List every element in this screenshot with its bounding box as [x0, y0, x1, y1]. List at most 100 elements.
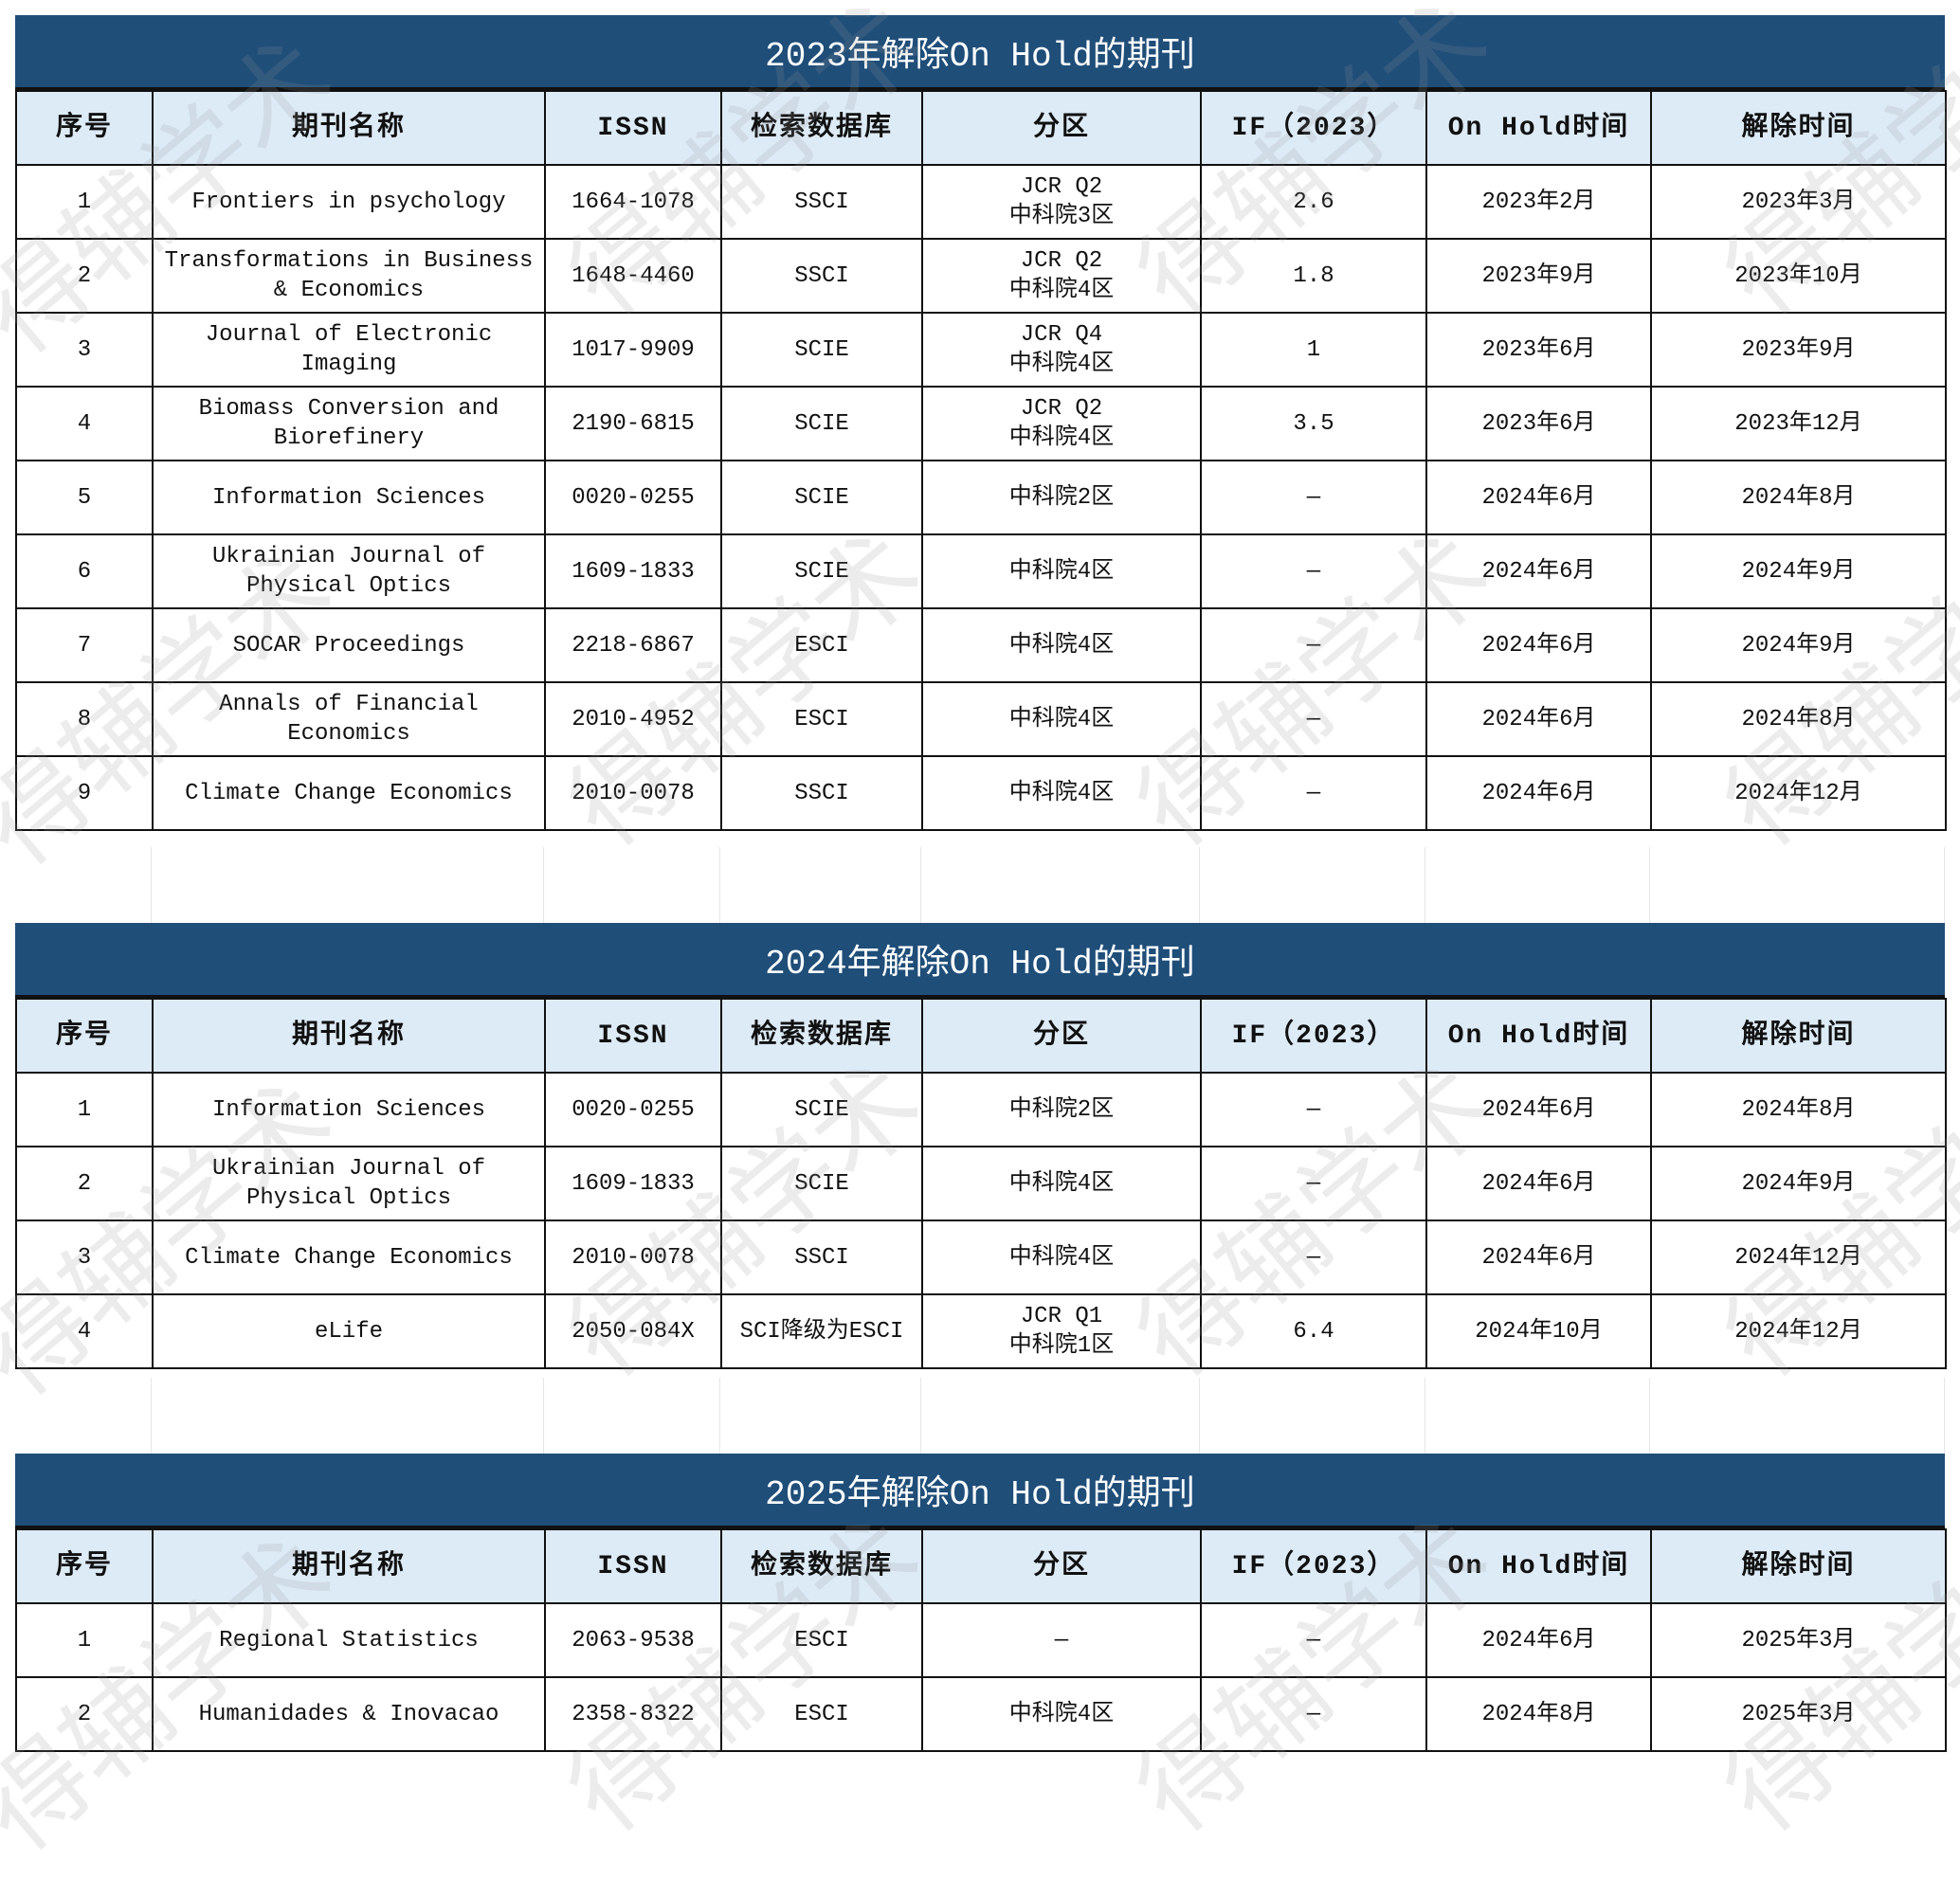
table-row: 9 Climate Change Economics 2010-0078 SSCI 中科…: [15, 755, 1947, 831]
cell-zone: 中科院4区: [921, 681, 1202, 757]
header-row: 序号 期刊名称 ISSN 检索数据库 分区 IF（2023） On Hold时间 解除时间: [15, 998, 1947, 1074]
cell-issn: 1664-1078: [544, 164, 722, 240]
cell-zone: 中科院4区: [921, 607, 1202, 683]
cell-on-hold-time: 2023年6月: [1425, 386, 1652, 461]
cell-impact-factor: —: [1200, 1676, 1427, 1752]
cell-issn: 1017-9909: [544, 312, 722, 388]
cell-seq: 1: [15, 1072, 154, 1147]
cell-journal-name: Climate Change Economics: [152, 755, 546, 831]
cell-journal-name: Ukrainian Journal of Physical Optics: [152, 1146, 546, 1221]
cell-seq: 8: [15, 681, 154, 757]
cell-release-time: 2025年3月: [1650, 1676, 1947, 1752]
cell-release-time: 2024年12月: [1650, 755, 1947, 831]
cell-seq: 7: [15, 607, 154, 683]
column-header-journal-name: 期刊名称: [152, 1528, 546, 1604]
cell-impact-factor: —: [1200, 607, 1427, 683]
cell-zone: 中科院2区: [921, 1072, 1202, 1147]
column-header-release-time: 解除时间: [1650, 998, 1947, 1074]
cell-issn: 2063-9538: [544, 1602, 722, 1678]
cell-on-hold-time: 2024年6月: [1425, 1602, 1652, 1678]
table-row: 2 Transformations in Business & Economics…: [15, 238, 1947, 314]
cell-impact-factor: —: [1200, 1220, 1427, 1295]
cell-zone: 中科院4区: [921, 1676, 1202, 1752]
cell-release-time: 2024年9月: [1650, 1146, 1947, 1221]
journal-table-section: 2024年解除On Hold的期刊 序号 期刊名称 ISSN 检索数据库 分区 IF（202…: [15, 923, 1947, 1369]
header-row: 序号 期刊名称 ISSN 检索数据库 分区 IF（2023） On Hold时间 解除时间: [15, 1528, 1947, 1604]
cell-journal-name: Journal of Electronic Imaging: [152, 312, 546, 388]
cell-impact-factor: —: [1200, 681, 1427, 757]
cell-issn: 2050-084X: [544, 1293, 722, 1369]
column-header-on-hold-time: On Hold时间: [1425, 998, 1652, 1074]
cell-on-hold-time: 2024年6月: [1425, 755, 1652, 831]
cell-on-hold-time: 2024年6月: [1425, 1146, 1652, 1221]
cell-on-hold-time: 2023年9月: [1425, 238, 1652, 314]
cell-on-hold-time: 2024年10月: [1425, 1293, 1652, 1369]
column-header-seq: 序号: [15, 90, 154, 166]
cell-issn: 0020-0255: [544, 460, 722, 535]
cell-release-time: 2024年9月: [1650, 533, 1947, 609]
cell-database: SSCI: [720, 755, 923, 831]
cell-seq: 9: [15, 755, 154, 831]
cell-zone: JCR Q1 中科院1区: [921, 1293, 1202, 1369]
column-header-database: 检索数据库: [720, 1528, 923, 1604]
cell-database: ESCI: [720, 1676, 923, 1752]
cell-seq: 3: [15, 1220, 154, 1295]
column-header-on-hold-time: On Hold时间: [1425, 90, 1652, 166]
table-row: 1 Regional Statistics 2063-9538 ESCI — —2024年…: [15, 1602, 1947, 1678]
journal-table: 序号 期刊名称 ISSN 检索数据库 分区 IF（2023） On Hold时间 解除时间 1 R…: [15, 1528, 1947, 1752]
cell-zone: JCR Q4 中科院4区: [921, 312, 1202, 388]
cell-on-hold-time: 2024年6月: [1425, 607, 1652, 683]
table-row: 4 Biomass Conversion and Biorefinery 2190-…: [15, 386, 1947, 461]
cell-issn: 2010-4952: [544, 681, 722, 757]
cell-zone: 中科院4区: [921, 755, 1202, 831]
column-header-issn: ISSN: [544, 998, 722, 1074]
table-row: 1 Frontiers in psychology 1664-1078 SSCI JCR…: [15, 164, 1947, 240]
cell-release-time: 2023年3月: [1650, 164, 1947, 240]
table-title: 2024年解除On Hold的期刊: [15, 923, 1945, 998]
cell-impact-factor: 2.6: [1200, 164, 1427, 240]
cell-journal-name: Climate Change Economics: [152, 1220, 546, 1295]
cell-seq: 4: [15, 1293, 154, 1369]
table-row: 6 Ukrainian Journal of Physical Optics 160…: [15, 533, 1947, 609]
cell-issn: 2010-0078: [544, 755, 722, 831]
column-header-zone: 分区: [921, 1528, 1202, 1604]
column-header-database: 检索数据库: [720, 90, 923, 166]
column-header-impact-factor: IF（2023）: [1200, 998, 1427, 1074]
table-title: 2023年解除On Hold的期刊: [15, 15, 1945, 90]
journal-table: 序号 期刊名称 ISSN 检索数据库 分区 IF（2023） On Hold时间 解除时间 1 I…: [15, 998, 1947, 1369]
cell-seq: 1: [15, 164, 154, 240]
cell-seq: 2: [15, 238, 154, 314]
cell-issn: 2190-6815: [544, 386, 722, 461]
cell-journal-name: Ukrainian Journal of Physical Optics: [152, 533, 546, 609]
cell-on-hold-time: 2024年6月: [1425, 681, 1652, 757]
cell-release-time: 2024年12月: [1650, 1293, 1947, 1369]
cell-impact-factor: 1: [1200, 312, 1427, 388]
column-header-impact-factor: IF（2023）: [1200, 90, 1427, 166]
cell-database: ESCI: [720, 681, 923, 757]
cell-journal-name: Information Sciences: [152, 460, 546, 535]
cell-seq: 5: [15, 460, 154, 535]
cell-zone: 中科院4区: [921, 1146, 1202, 1221]
cell-journal-name: Regional Statistics: [152, 1602, 546, 1678]
cell-seq: 2: [15, 1146, 154, 1221]
cell-release-time: 2024年8月: [1650, 681, 1947, 757]
column-header-zone: 分区: [921, 998, 1202, 1074]
cell-impact-factor: —: [1200, 1146, 1427, 1221]
cell-seq: 4: [15, 386, 154, 461]
cell-database: SCIE: [720, 533, 923, 609]
column-header-seq: 序号: [15, 998, 154, 1074]
cell-impact-factor: 1.8: [1200, 238, 1427, 314]
cell-zone: JCR Q2 中科院4区: [921, 386, 1202, 461]
cell-journal-name: eLife: [152, 1293, 546, 1369]
cell-release-time: 2024年9月: [1650, 607, 1947, 683]
table-row: 2 Ukrainian Journal of Physical Optics 160…: [15, 1146, 1947, 1221]
table-title: 2025年解除On Hold的期刊: [15, 1454, 1945, 1528]
cell-impact-factor: 3.5: [1200, 386, 1427, 461]
cell-database: SCI降级为ESCI: [720, 1293, 923, 1369]
spacer-gridlines: [15, 1378, 1945, 1454]
column-header-issn: ISSN: [544, 90, 722, 166]
table-row: 8 Annals of Financial Economics 2010-4952 E…: [15, 681, 1947, 757]
column-header-issn: ISSN: [544, 1528, 722, 1604]
table-row: 5 Information Sciences 0020-0255 SCIE 中科院2区 —…: [15, 460, 1947, 535]
column-header-journal-name: 期刊名称: [152, 998, 546, 1074]
